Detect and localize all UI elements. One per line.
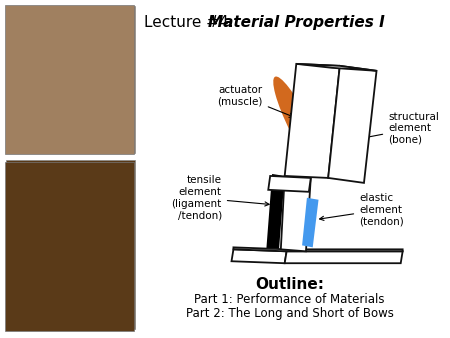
Bar xyxy=(5,5,134,154)
Polygon shape xyxy=(231,249,287,263)
Ellipse shape xyxy=(273,76,325,174)
Text: elastic
element
(tendon): elastic element (tendon) xyxy=(320,193,404,226)
Text: actuator
(muscle): actuator (muscle) xyxy=(217,85,293,117)
Bar xyxy=(6,160,135,329)
Polygon shape xyxy=(234,247,403,251)
Text: structural
element
(bone): structural element (bone) xyxy=(356,112,439,145)
Text: Lecture #4:: Lecture #4: xyxy=(144,15,239,30)
Text: Outline:: Outline: xyxy=(255,277,324,292)
Text: tensile
element
(ligament
/tendon): tensile element (ligament /tendon) xyxy=(171,175,269,220)
Polygon shape xyxy=(266,174,285,251)
Polygon shape xyxy=(328,66,377,183)
Polygon shape xyxy=(302,198,319,247)
Polygon shape xyxy=(268,176,311,192)
Text: Material Properties I: Material Properties I xyxy=(208,15,385,30)
Text: Part 2: The Long and Short of Bows: Part 2: The Long and Short of Bows xyxy=(185,307,393,320)
Polygon shape xyxy=(285,251,403,263)
Polygon shape xyxy=(285,64,340,178)
Polygon shape xyxy=(296,64,377,71)
Polygon shape xyxy=(281,176,311,251)
Text: Part 1: Performance of Materials: Part 1: Performance of Materials xyxy=(194,293,385,306)
Bar xyxy=(6,6,135,153)
Bar xyxy=(5,162,134,331)
